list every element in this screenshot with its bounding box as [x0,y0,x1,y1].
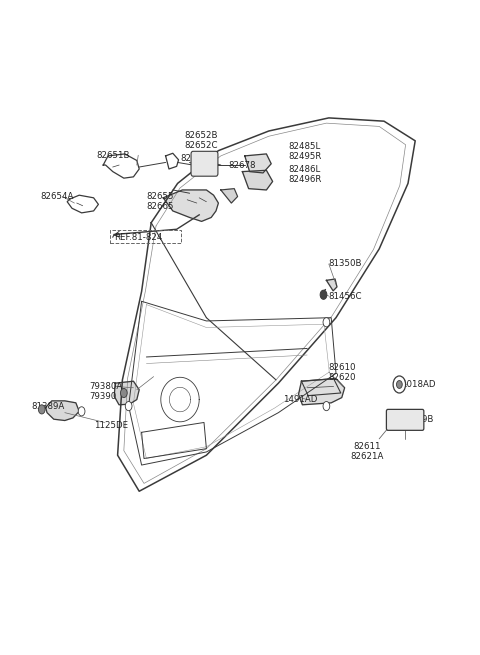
Text: 82652B
82652C: 82652B 82652C [185,131,218,151]
Text: 82611
82621A: 82611 82621A [350,442,384,462]
Circle shape [396,381,402,388]
Polygon shape [245,154,271,173]
Text: 1018AD: 1018AD [401,380,435,389]
Text: 82653A: 82653A [180,154,214,163]
Text: 1491AD: 1491AD [283,395,318,404]
Circle shape [120,388,127,398]
Text: REF.81-824: REF.81-824 [114,233,163,242]
Text: 81389A: 81389A [31,402,64,411]
Text: 82619B: 82619B [401,415,434,424]
Text: 82486L
82496R: 82486L 82496R [288,165,322,185]
Polygon shape [46,401,79,421]
Polygon shape [299,379,345,405]
Circle shape [323,318,330,327]
Text: 81350B: 81350B [329,259,362,269]
Circle shape [38,405,45,414]
Polygon shape [114,381,139,405]
Circle shape [125,402,132,411]
Circle shape [320,290,327,299]
FancyBboxPatch shape [191,151,218,176]
Text: 82610
82620: 82610 82620 [329,362,356,382]
Circle shape [393,376,406,393]
Text: 82485L
82495R: 82485L 82495R [288,142,322,162]
Text: 1125DE: 1125DE [94,421,128,430]
Text: 82651B: 82651B [96,151,130,160]
Text: 81456C: 81456C [329,291,362,301]
Circle shape [78,407,85,416]
Text: 82678: 82678 [228,160,255,170]
Text: 82654A: 82654A [41,192,74,201]
Polygon shape [221,189,238,203]
FancyBboxPatch shape [386,409,424,430]
Circle shape [323,402,330,411]
Polygon shape [326,279,337,291]
Polygon shape [163,190,218,221]
Text: 82655
82665: 82655 82665 [146,191,174,211]
Polygon shape [242,170,273,190]
Text: 79380A
79390: 79380A 79390 [89,381,122,401]
Bar [110,230,181,243]
